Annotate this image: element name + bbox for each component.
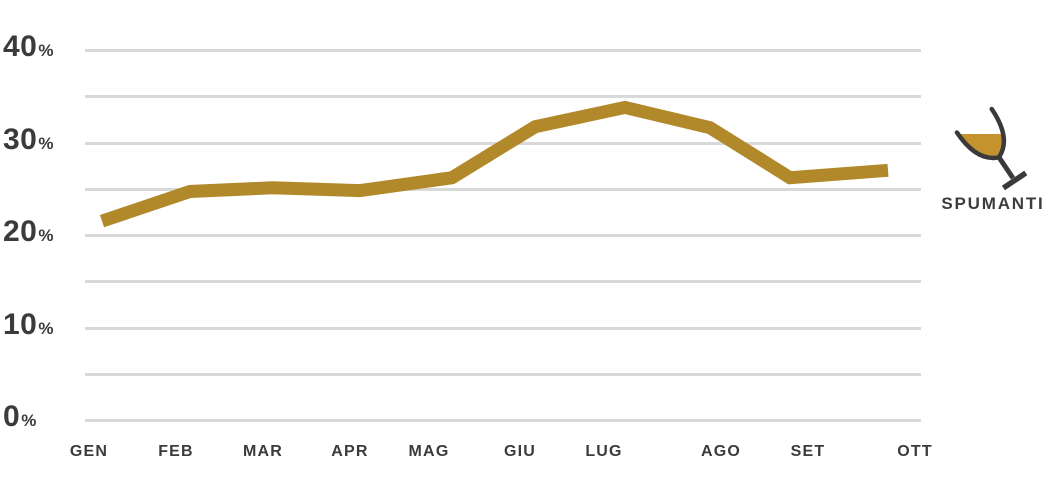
x-tick-label-mag: MAG	[408, 443, 450, 460]
x-tick-label-feb: FEB	[158, 443, 194, 460]
gridline	[85, 326, 921, 330]
x-tick-label-ott: OTT	[897, 443, 933, 460]
percent-sign: %	[38, 318, 54, 338]
gridline	[85, 234, 921, 237]
x-tick-label-ago: AGO	[700, 443, 742, 460]
y-tick-number: 30	[3, 122, 38, 156]
x-tick-label-lug: LUG	[585, 443, 623, 460]
x-tick-label-gen: GEN	[69, 443, 109, 460]
y-tick-number: 10	[3, 307, 38, 341]
gridline	[85, 372, 921, 376]
percent-sign: %	[38, 41, 54, 60]
percent-sign: %	[21, 411, 37, 430]
legend-label: SPUMANTI	[941, 194, 1045, 213]
y-tick-number: 20	[3, 215, 38, 248]
x-tick-label-mar: MAR	[242, 443, 284, 460]
y-tick-label: 10%	[3, 307, 54, 341]
gridline	[85, 49, 921, 52]
wine-fill	[956, 134, 1017, 170]
gridline	[85, 187, 921, 191]
legend: SPUMANTI	[935, 106, 1050, 214]
x-tick-label-apr: APR	[331, 443, 369, 460]
gridline	[85, 95, 921, 99]
percent-sign: %	[38, 226, 54, 245]
x-tick-label-set: SET	[790, 443, 826, 460]
spumanti-series-line	[99, 100, 889, 228]
glass-foot	[1001, 170, 1028, 191]
y-tick-label: 30%	[3, 122, 54, 156]
y-tick-number: 40	[3, 30, 38, 63]
y-tick-label: 40%	[3, 32, 54, 62]
percent-sign: %	[38, 133, 54, 153]
y-tick-number: 0	[3, 400, 21, 433]
y-tick-label: 20%	[3, 217, 54, 247]
y-tick-label: 0%	[3, 402, 36, 432]
glass-stem	[996, 155, 1015, 180]
x-tick-label-giu: GIU	[503, 443, 537, 460]
gridline	[85, 419, 921, 422]
wine-glass-icon	[954, 106, 1028, 191]
gridline	[85, 280, 921, 284]
